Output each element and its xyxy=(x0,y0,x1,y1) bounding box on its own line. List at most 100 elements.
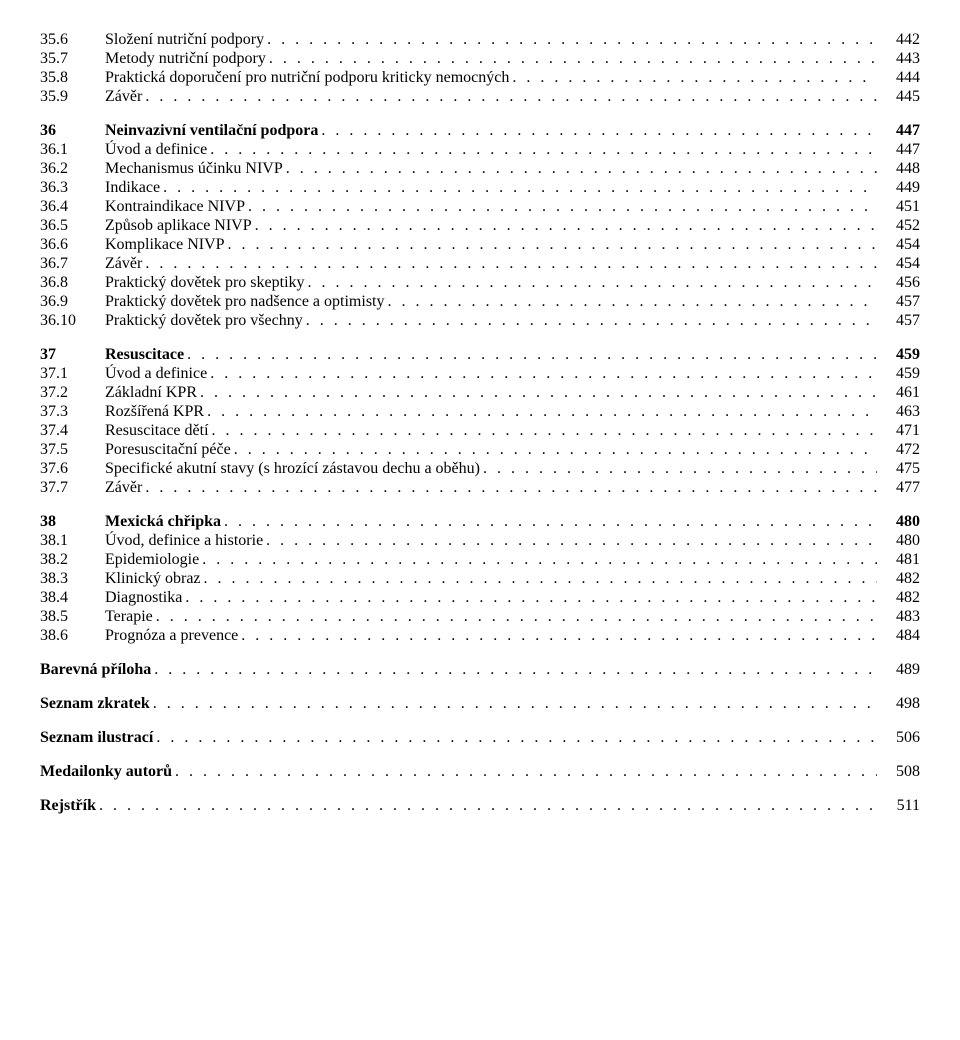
entry-title: Neinvazivní ventilační podpora xyxy=(105,122,318,140)
toc-container: 35.6Složení nutriční podpory. . . . . . … xyxy=(40,31,920,645)
entry-title: Indikace xyxy=(105,179,160,197)
toc-entry: 37.4Resuscitace dětí. . . . . . . . . . … xyxy=(40,422,920,440)
dot-leader: . . . . . . . . . . . . . . . . . . . . … xyxy=(512,69,877,87)
toc-entry: 36.9Praktický dovětek pro nadšence a opt… xyxy=(40,293,920,311)
entry-title: Způsob aplikace NIVP xyxy=(105,217,252,235)
dot-leader: . . . . . . . . . . . . . . . . . . . . … xyxy=(228,236,877,254)
entry-page: 447 xyxy=(880,141,920,159)
entry-title: Prognóza a prevence xyxy=(105,627,238,645)
toc-entry: 36.1Úvod a definice. . . . . . . . . . .… xyxy=(40,141,920,159)
entry-title: Úvod a definice xyxy=(105,141,207,159)
dot-leader: . . . . . . . . . . . . . . . . . . . . … xyxy=(321,122,877,140)
entry-title: Diagnostika xyxy=(105,589,182,607)
appendix-title: Seznam ilustrací xyxy=(40,729,153,747)
entry-title: Závěr xyxy=(105,479,142,497)
toc-entry: 38.4Diagnostika. . . . . . . . . . . . .… xyxy=(40,589,920,607)
dot-leader: . . . . . . . . . . . . . . . . . . . . … xyxy=(154,661,877,679)
entry-number: 38.1 xyxy=(40,532,105,550)
entry-page: 443 xyxy=(880,50,920,68)
entry-number: 35.8 xyxy=(40,69,105,87)
appendix-page: 489 xyxy=(880,661,920,679)
toc-entry: 37.1Úvod a definice. . . . . . . . . . .… xyxy=(40,365,920,383)
toc-entry: 36.5Způsob aplikace NIVP. . . . . . . . … xyxy=(40,217,920,235)
entry-title: Komplikace NIVP xyxy=(105,236,225,254)
entry-number: 35.6 xyxy=(40,31,105,49)
entry-page: 447 xyxy=(880,122,920,140)
dot-leader: . . . . . . . . . . . . . . . . . . . . … xyxy=(185,589,877,607)
entry-page: 477 xyxy=(880,479,920,497)
dot-leader: . . . . . . . . . . . . . . . . . . . . … xyxy=(210,365,877,383)
entry-number: 38.2 xyxy=(40,551,105,569)
entry-number: 37.2 xyxy=(40,384,105,402)
dot-leader: . . . . . . . . . . . . . . . . . . . . … xyxy=(267,31,877,49)
entry-page: 481 xyxy=(880,551,920,569)
entry-title: Praktický dovětek pro všechny xyxy=(105,312,303,330)
entry-number: 36.8 xyxy=(40,274,105,292)
entry-page: 475 xyxy=(880,460,920,478)
toc-entry: 38.2Epidemiologie. . . . . . . . . . . .… xyxy=(40,551,920,569)
appendix-entry: Barevná příloha. . . . . . . . . . . . .… xyxy=(40,661,920,679)
entry-title: Epidemiologie xyxy=(105,551,199,569)
dot-leader: . . . . . . . . . . . . . . . . . . . . … xyxy=(153,695,877,713)
dot-leader: . . . . . . . . . . . . . . . . . . . . … xyxy=(286,160,877,178)
entry-title: Kontraindikace NIVP xyxy=(105,198,245,216)
entry-title: Terapie xyxy=(105,608,153,626)
dot-leader: . . . . . . . . . . . . . . . . . . . . … xyxy=(241,627,877,645)
dot-leader: . . . . . . . . . . . . . . . . . . . . … xyxy=(234,441,877,459)
entry-page: 482 xyxy=(880,589,920,607)
entry-number: 37.6 xyxy=(40,460,105,478)
dot-leader: . . . . . . . . . . . . . . . . . . . . … xyxy=(204,570,877,588)
appendix-entry: Medailonky autorů. . . . . . . . . . . .… xyxy=(40,763,920,781)
section-gap xyxy=(40,646,920,660)
entry-number: 36.2 xyxy=(40,160,105,178)
dot-leader: . . . . . . . . . . . . . . . . . . . . … xyxy=(163,179,877,197)
toc-entry: 36.4Kontraindikace NIVP. . . . . . . . .… xyxy=(40,198,920,216)
appendix-title: Medailonky autorů xyxy=(40,763,172,781)
entry-page: 472 xyxy=(880,441,920,459)
entry-number: 36.7 xyxy=(40,255,105,273)
dot-leader: . . . . . . . . . . . . . . . . . . . . … xyxy=(308,274,877,292)
toc-entry: 36.10Praktický dovětek pro všechny. . . … xyxy=(40,312,920,330)
appendix-page: 511 xyxy=(880,797,920,815)
entry-page: 471 xyxy=(880,422,920,440)
entry-title: Základní KPR xyxy=(105,384,197,402)
toc-entry: 37.6Specifické akutní stavy (s hrozící z… xyxy=(40,460,920,478)
entry-page: 454 xyxy=(880,255,920,273)
toc-entry: 38.6Prognóza a prevence. . . . . . . . .… xyxy=(40,627,920,645)
section-gap xyxy=(40,748,920,762)
dot-leader: . . . . . . . . . . . . . . . . . . . . … xyxy=(210,141,877,159)
entry-title: Resuscitace xyxy=(105,346,184,364)
entry-number: 36.6 xyxy=(40,236,105,254)
entry-title: Praktická doporučení pro nutriční podpor… xyxy=(105,69,509,87)
section-gap xyxy=(40,107,920,121)
dot-leader: . . . . . . . . . . . . . . . . . . . . … xyxy=(156,608,877,626)
entry-title: Metody nutriční podpory xyxy=(105,50,266,68)
toc-entry: 37Resuscitace. . . . . . . . . . . . . .… xyxy=(40,346,920,364)
entry-page: 480 xyxy=(880,532,920,550)
dot-leader: . . . . . . . . . . . . . . . . . . . . … xyxy=(145,479,877,497)
dot-leader: . . . . . . . . . . . . . . . . . . . . … xyxy=(156,729,877,747)
toc-entry: 35.7Metody nutriční podpory. . . . . . .… xyxy=(40,50,920,68)
entry-number: 37.5 xyxy=(40,441,105,459)
entry-title: Specifické akutní stavy (s hrozící zásta… xyxy=(105,460,480,478)
entry-page: 459 xyxy=(880,346,920,364)
toc-entry: 36.2Mechanismus účinku NIVP. . . . . . .… xyxy=(40,160,920,178)
entry-number: 36 xyxy=(40,122,105,140)
entry-number: 38.5 xyxy=(40,608,105,626)
section-gap xyxy=(40,782,920,796)
appendix-entry: Seznam zkratek. . . . . . . . . . . . . … xyxy=(40,695,920,713)
section-gap xyxy=(40,714,920,728)
entry-page: 463 xyxy=(880,403,920,421)
entry-number: 36.9 xyxy=(40,293,105,311)
entry-number: 37.4 xyxy=(40,422,105,440)
toc-entry: 35.9Závěr. . . . . . . . . . . . . . . .… xyxy=(40,88,920,106)
toc-entry: 37.2Základní KPR. . . . . . . . . . . . … xyxy=(40,384,920,402)
entry-title: Závěr xyxy=(105,88,142,106)
toc-entry: 36.8Praktický dovětek pro skeptiky. . . … xyxy=(40,274,920,292)
entry-title: Úvod a definice xyxy=(105,365,207,383)
entry-page: 457 xyxy=(880,293,920,311)
entry-page: 461 xyxy=(880,384,920,402)
entry-title: Klinický obraz xyxy=(105,570,201,588)
entry-number: 36.5 xyxy=(40,217,105,235)
entry-number: 37.1 xyxy=(40,365,105,383)
